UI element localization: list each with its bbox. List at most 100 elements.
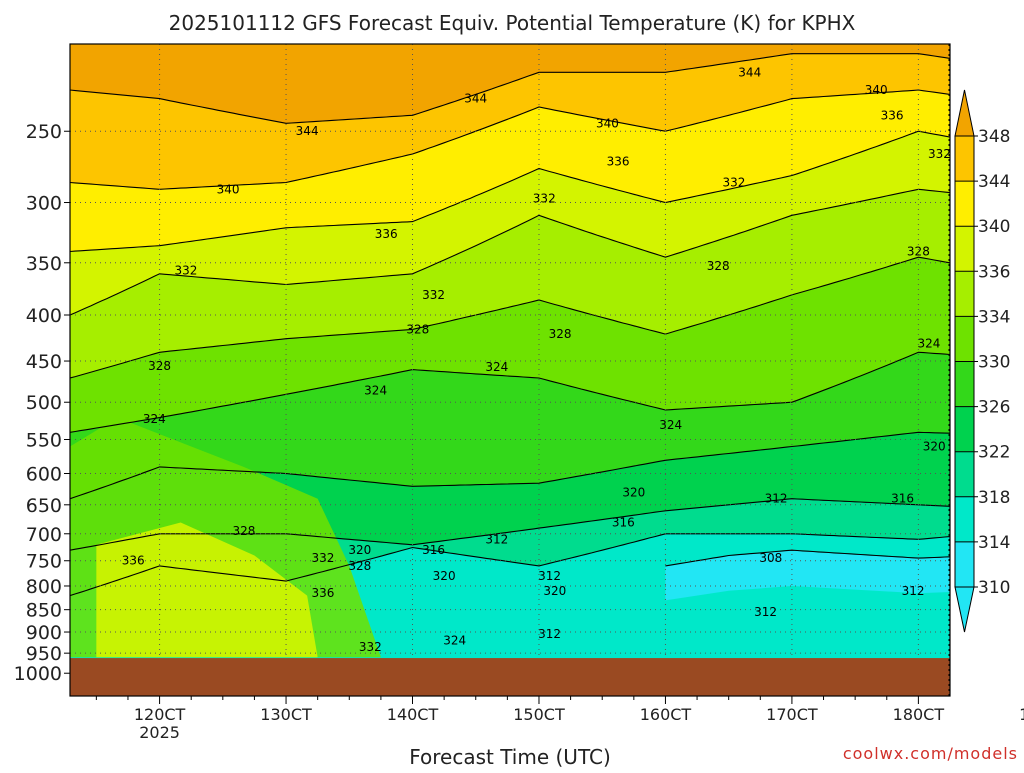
y-tick-label-750: 750	[26, 551, 62, 573]
contour-label-34: 312	[538, 627, 561, 641]
x-tick-label-190CT: 190CT	[1019, 705, 1024, 724]
contour-label-27: 316	[612, 515, 635, 529]
x-tick-label-130CT: 130CT	[260, 705, 312, 724]
contour-label-23: 324	[143, 412, 166, 426]
contour-label-21: 324	[364, 383, 387, 397]
y-axis: 2503003504004505005506006507007508008509…	[14, 121, 70, 685]
y-tick-label-800: 800	[26, 576, 62, 598]
contour-344	[70, 53, 950, 124]
contour-label-2: 344	[296, 124, 319, 138]
colorbar-swatch-334	[955, 316, 974, 362]
x-tick-label-150CT: 150CT	[513, 705, 565, 724]
y-tick-label-350: 350	[26, 253, 62, 275]
colorbar-swatch-344	[955, 181, 974, 227]
colorbar-label-334: 334	[978, 307, 1010, 327]
colorbar-label-322: 322	[978, 443, 1010, 463]
colorbar-swatch-336	[955, 271, 974, 317]
contour-label-14: 328	[907, 244, 930, 258]
contour-label-5: 340	[217, 182, 240, 196]
contour-label-24: 320	[923, 440, 946, 454]
y-tick-label-850: 850	[26, 600, 62, 622]
contour-label-32: 312	[538, 569, 561, 583]
y-tick-label-300: 300	[26, 193, 62, 215]
contour-340	[70, 89, 950, 190]
colorbar-label-340: 340	[978, 217, 1010, 237]
colorbar-label-344: 344	[978, 172, 1010, 192]
colorbar-label-330: 330	[978, 353, 1010, 373]
contour-label-0: 344	[464, 92, 487, 106]
colorbar-label-318: 318	[978, 488, 1010, 508]
y-tick-label-700: 700	[26, 524, 62, 546]
contour-label-28: 312	[765, 492, 788, 506]
field-band-308	[665, 550, 950, 601]
y-tick-label-250: 250	[26, 121, 62, 143]
plot-frame	[69, 43, 951, 697]
contour-label-37: 316	[422, 543, 445, 557]
contour-label-26: 316	[891, 492, 914, 506]
x-tick-sublabel: 2025	[139, 723, 180, 742]
colorbar-swatch-348	[955, 136, 974, 182]
contour-316	[70, 498, 950, 551]
contour-label-38: 320	[433, 569, 456, 583]
colorbar-swatch-330	[955, 361, 974, 407]
x-tick-label-120CT: 120CT	[134, 705, 186, 724]
contour-label-46: 324	[443, 634, 466, 648]
y-tick-label-600: 600	[26, 464, 62, 486]
contour-label-11: 332	[722, 175, 745, 189]
contour-labels: 344 344 344 340 340 340 336 336 336 332 332 332 332 3…	[122, 65, 951, 654]
contour-label-44: 336	[122, 554, 145, 568]
contour-label-17: 328	[549, 327, 572, 341]
contour-label-29: 312	[485, 532, 508, 546]
contour-label-42: 332	[311, 551, 334, 565]
contour-label-36: 320	[348, 543, 371, 557]
y-tick-label-900: 900	[26, 622, 62, 644]
contour-label-22: 324	[659, 418, 682, 432]
contour-label-45: 332	[359, 640, 382, 654]
contour-label-35: 308	[759, 551, 782, 565]
contour-label-16: 328	[406, 322, 429, 336]
colorbar-label-348: 348	[978, 127, 1010, 147]
contour-lines	[70, 53, 950, 597]
contour-332	[70, 188, 950, 316]
theta-e-filled-field	[70, 44, 950, 696]
contour-308	[665, 549, 950, 567]
chart-title: 2025101112 GFS Forecast Equiv. Potential…	[169, 11, 856, 35]
contour-label-7: 336	[607, 154, 630, 168]
contour-label-6: 336	[881, 108, 904, 122]
contour-label-20: 324	[485, 360, 508, 374]
x-tick-label-160CT: 160CT	[640, 705, 692, 724]
y-tick-label-950: 950	[26, 643, 62, 665]
contour-328	[70, 256, 950, 379]
contour-label-18: 328	[148, 359, 171, 373]
field-band-warmer-lowlevel	[96, 522, 318, 658]
y-tick-label-550: 550	[26, 429, 62, 451]
contour-label-9: 332	[928, 147, 951, 161]
contour-324	[70, 351, 950, 433]
ground-surface	[70, 658, 950, 696]
contour-label-43: 336	[311, 586, 334, 600]
colorbar-swatch-326	[955, 406, 974, 452]
contour-312	[70, 533, 950, 597]
x-tick-label-140CT: 140CT	[387, 705, 439, 724]
colorbar: 348 344 340 336 334 330 326 322 318 314 310	[954, 89, 1010, 633]
x-axis-title: Forecast Time (UTC)	[409, 745, 611, 768]
contour-label-33: 312	[754, 605, 777, 619]
contour-336	[70, 130, 950, 253]
contour-label-25: 320	[622, 486, 645, 500]
contour-label-10: 332	[533, 192, 556, 206]
contour-label-8: 336	[375, 227, 398, 241]
contour-label-15: 328	[707, 259, 730, 273]
contour-320	[70, 431, 950, 500]
colorbar-swatch-322	[955, 451, 974, 497]
contour-label-13: 332	[422, 288, 445, 302]
y-tick-label-1000: 1000	[14, 663, 62, 685]
contour-label-4: 340	[596, 116, 619, 130]
contour-label-19: 324	[917, 336, 940, 350]
grid-lines	[70, 44, 950, 696]
colorbar-swatch-340	[955, 226, 974, 272]
colorbar-label-314: 314	[978, 533, 1010, 553]
contour-label-12: 332	[174, 264, 197, 278]
